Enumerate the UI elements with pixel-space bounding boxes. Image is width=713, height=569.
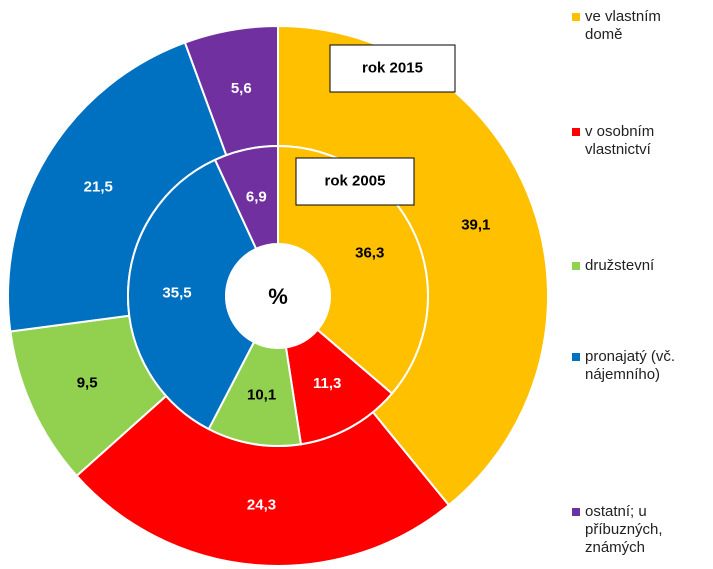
legend-label: ve vlastním domě <box>585 8 661 43</box>
legend-label: v osobním vlastnictví <box>585 123 655 158</box>
legend-swatch <box>572 13 580 21</box>
legend-swatch <box>572 353 580 361</box>
legend-label: ostatní; u příbuzných, známých <box>585 503 663 556</box>
data-label: 39,1 <box>461 216 490 233</box>
donut-segment <box>127 158 258 431</box>
data-label: 21,5 <box>84 178 113 195</box>
data-label: 10,1 <box>247 387 276 404</box>
center-label: % <box>268 284 288 309</box>
legend-swatch <box>572 262 580 270</box>
legend-item: v osobním vlastnictví <box>572 123 700 159</box>
series-box <box>329 44 456 93</box>
legend-item: pronajatý (vč. nájemního) <box>572 348 700 384</box>
legend-item: ve vlastním domě <box>572 8 700 44</box>
legend-item: ostatní; u příbuzných, známých <box>572 503 700 557</box>
data-label: 36,3 <box>355 245 384 262</box>
legend-label: pronajatý (vč. nájemního) <box>585 348 676 383</box>
data-label: 9,5 <box>77 375 98 392</box>
legend-swatch <box>572 508 580 516</box>
data-label: 35,5 <box>162 285 191 302</box>
series-name: rok 2015 <box>362 59 423 76</box>
data-label: 5,6 <box>231 80 252 97</box>
data-label: 11,3 <box>313 375 341 392</box>
legend-label: družstevní <box>585 257 655 274</box>
legend-item: družstevní <box>572 257 700 275</box>
series-name: rok 2005 <box>325 172 386 189</box>
legend-swatch <box>572 128 580 136</box>
donut-segment <box>213 144 279 251</box>
data-label: 24,3 <box>247 496 276 513</box>
series-box <box>295 157 415 206</box>
data-label: 6,9 <box>246 188 267 205</box>
